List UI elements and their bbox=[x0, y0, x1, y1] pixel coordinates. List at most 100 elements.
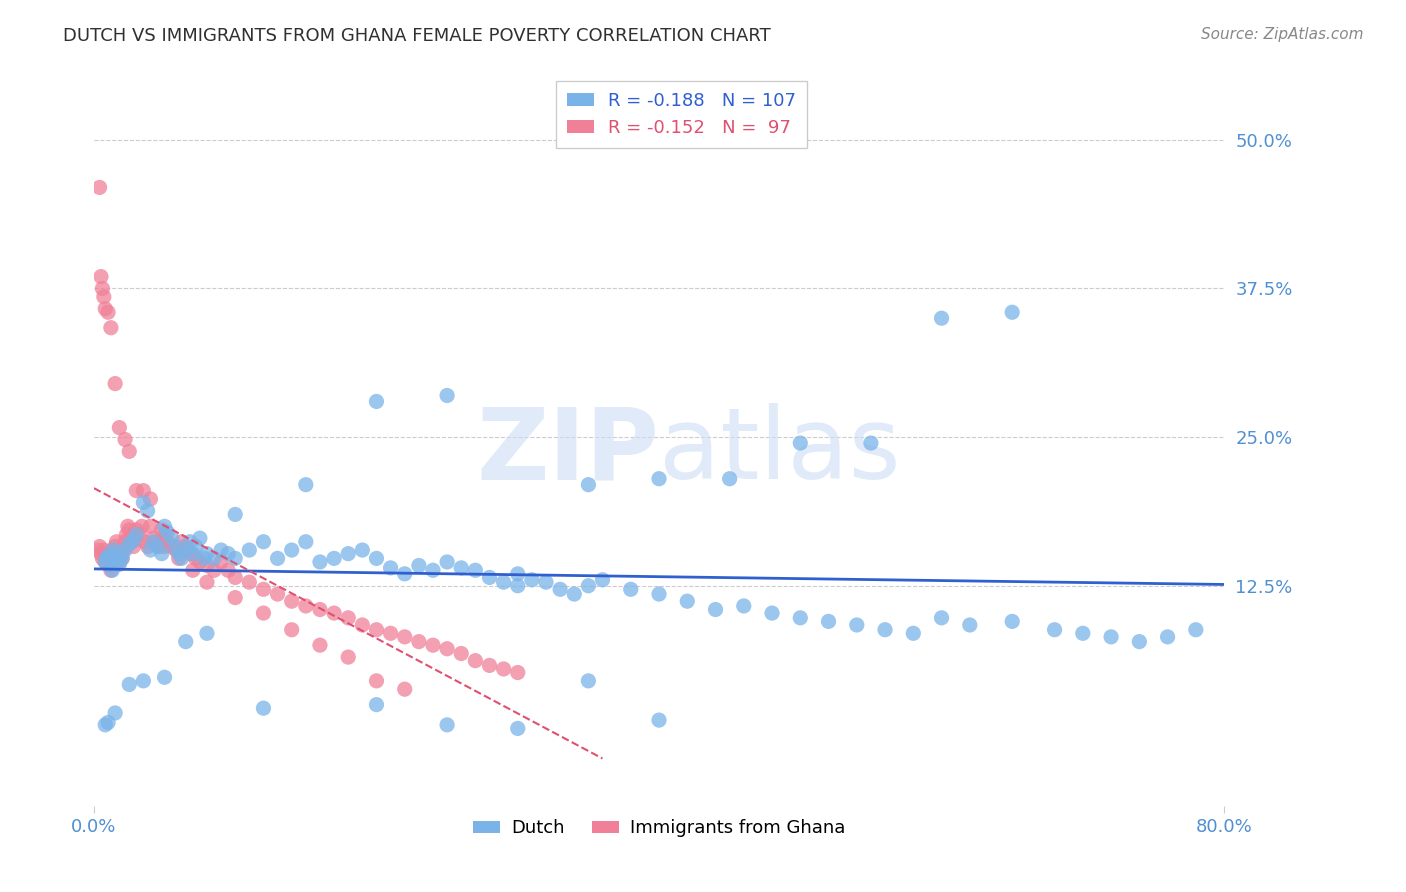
Point bbox=[1001, 615, 1024, 629]
Point bbox=[903, 626, 925, 640]
Point bbox=[111, 551, 134, 566]
Point bbox=[110, 549, 132, 563]
Point bbox=[136, 540, 159, 554]
Point bbox=[648, 472, 671, 486]
Point bbox=[450, 647, 472, 661]
Point bbox=[576, 673, 599, 688]
Point bbox=[193, 551, 215, 566]
Point bbox=[224, 591, 246, 605]
Point bbox=[97, 549, 120, 563]
Point bbox=[142, 534, 165, 549]
Point bbox=[111, 551, 134, 566]
Point bbox=[337, 650, 360, 665]
Point bbox=[90, 547, 112, 561]
Point bbox=[733, 599, 755, 613]
Point bbox=[122, 540, 145, 554]
Point bbox=[366, 551, 388, 566]
Point bbox=[184, 551, 207, 566]
Point bbox=[1128, 634, 1150, 648]
Point bbox=[188, 555, 211, 569]
Point bbox=[252, 534, 274, 549]
Point bbox=[1099, 630, 1122, 644]
Point bbox=[100, 558, 122, 573]
Point bbox=[238, 543, 260, 558]
Point bbox=[1043, 623, 1066, 637]
Point bbox=[323, 606, 346, 620]
Point bbox=[209, 555, 232, 569]
Point bbox=[845, 618, 868, 632]
Point bbox=[859, 436, 882, 450]
Point bbox=[93, 543, 115, 558]
Point bbox=[224, 551, 246, 566]
Point bbox=[128, 527, 150, 541]
Point bbox=[93, 290, 115, 304]
Point bbox=[153, 540, 176, 554]
Point bbox=[110, 547, 132, 561]
Point bbox=[506, 722, 529, 736]
Point bbox=[125, 527, 148, 541]
Point bbox=[592, 573, 614, 587]
Point bbox=[202, 551, 225, 566]
Point bbox=[117, 519, 139, 533]
Point bbox=[436, 388, 458, 402]
Point bbox=[97, 549, 120, 563]
Point bbox=[150, 547, 173, 561]
Text: DUTCH VS IMMIGRANTS FROM GHANA FEMALE POVERTY CORRELATION CHART: DUTCH VS IMMIGRANTS FROM GHANA FEMALE PO… bbox=[63, 27, 770, 45]
Point bbox=[181, 563, 204, 577]
Point bbox=[280, 594, 302, 608]
Point bbox=[179, 547, 201, 561]
Point bbox=[506, 665, 529, 680]
Point bbox=[238, 575, 260, 590]
Point bbox=[101, 543, 124, 558]
Point bbox=[103, 543, 125, 558]
Point bbox=[217, 563, 239, 577]
Point bbox=[195, 547, 218, 561]
Point bbox=[492, 575, 515, 590]
Point bbox=[931, 611, 953, 625]
Point bbox=[104, 706, 127, 720]
Point bbox=[506, 579, 529, 593]
Point bbox=[107, 551, 129, 566]
Point bbox=[87, 543, 110, 558]
Point bbox=[156, 534, 179, 549]
Point bbox=[94, 555, 117, 569]
Point bbox=[165, 543, 187, 558]
Point bbox=[252, 582, 274, 597]
Point bbox=[464, 654, 486, 668]
Point bbox=[309, 602, 332, 616]
Point bbox=[337, 547, 360, 561]
Point bbox=[252, 701, 274, 715]
Point bbox=[436, 641, 458, 656]
Point bbox=[323, 551, 346, 566]
Point bbox=[134, 534, 156, 549]
Point bbox=[97, 715, 120, 730]
Point bbox=[352, 618, 374, 632]
Point bbox=[103, 547, 125, 561]
Point bbox=[366, 673, 388, 688]
Point bbox=[91, 551, 114, 566]
Point bbox=[181, 547, 204, 561]
Point bbox=[115, 527, 138, 541]
Point bbox=[450, 561, 472, 575]
Point bbox=[97, 305, 120, 319]
Point bbox=[817, 615, 839, 629]
Point bbox=[167, 547, 190, 561]
Point bbox=[124, 531, 146, 545]
Point bbox=[478, 570, 501, 584]
Point bbox=[202, 563, 225, 577]
Point bbox=[506, 566, 529, 581]
Point bbox=[408, 634, 430, 648]
Point bbox=[224, 570, 246, 584]
Point bbox=[224, 508, 246, 522]
Point bbox=[1185, 623, 1208, 637]
Point bbox=[789, 436, 811, 450]
Point bbox=[492, 662, 515, 676]
Point bbox=[366, 623, 388, 637]
Point bbox=[295, 477, 318, 491]
Point bbox=[105, 550, 128, 565]
Text: atlas: atlas bbox=[659, 403, 901, 500]
Point bbox=[280, 623, 302, 637]
Point bbox=[108, 420, 131, 434]
Point bbox=[167, 551, 190, 566]
Point bbox=[105, 534, 128, 549]
